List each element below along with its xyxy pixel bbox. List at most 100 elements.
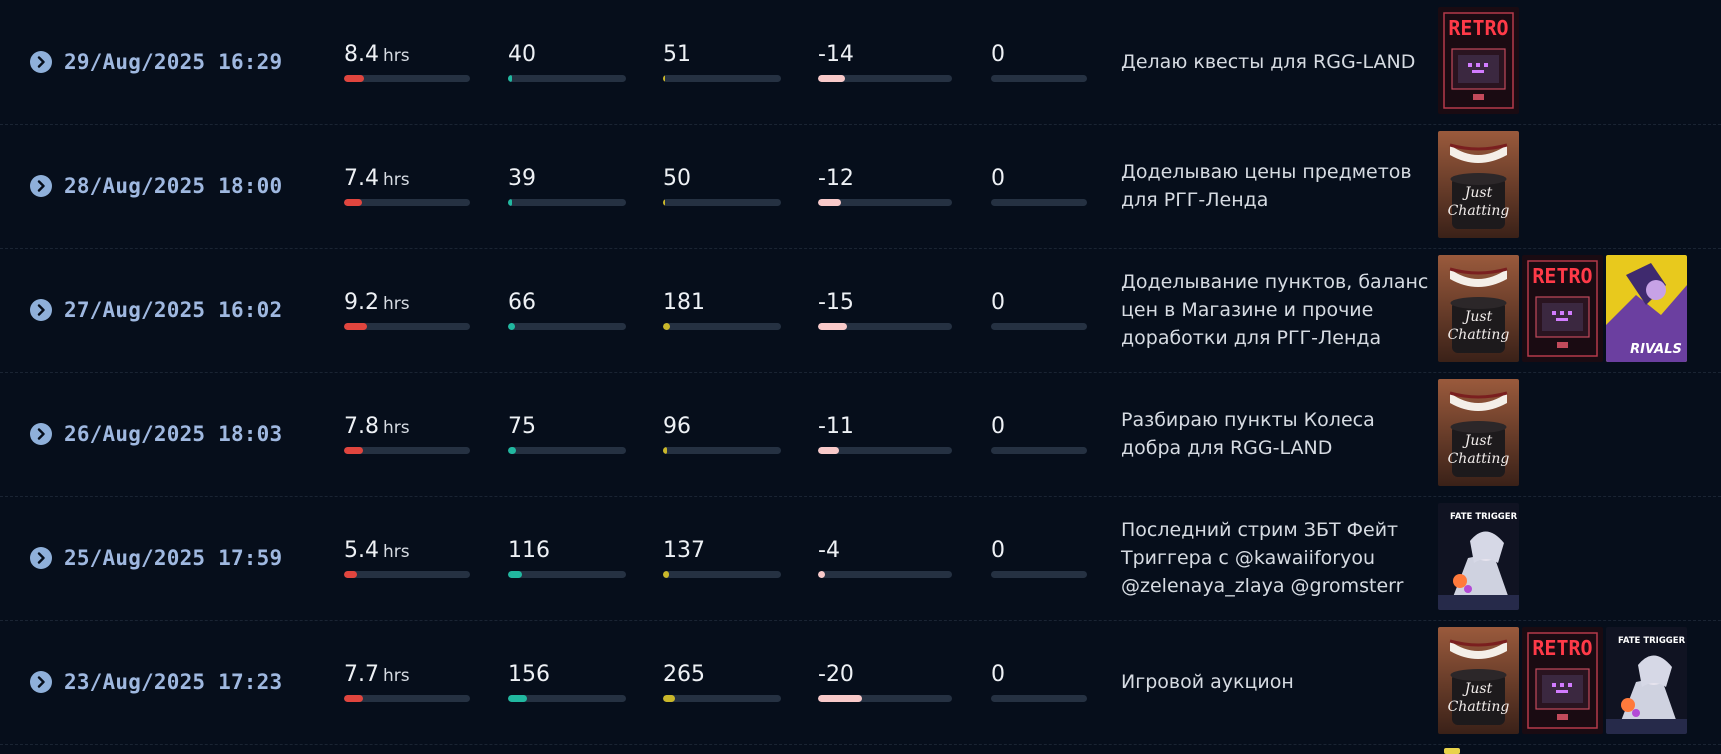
stream-row[interactable]: 28/Aug/2025 18:00 7.4 hrs 39 50 -12 0 Доделываю… xyxy=(0,124,1721,249)
svg-text:Just: Just xyxy=(1462,185,1493,201)
svg-text:RETRO: RETRO xyxy=(1532,264,1592,288)
peak-viewers-bar-fill xyxy=(663,447,667,454)
peak-viewers-value: 181 xyxy=(663,290,705,315)
stream-row[interactable]: 27/Aug/2025 16:02 9.2 hrs 66 181 -15 0 Доделыва… xyxy=(0,248,1721,373)
peak-viewers-bar xyxy=(663,75,781,82)
svg-text:Chatting: Chatting xyxy=(1448,699,1510,715)
followers-change-bar xyxy=(818,571,952,578)
followers-change-number: -4 xyxy=(818,538,840,563)
avg-viewers-bar xyxy=(508,447,626,454)
svg-text:Chatting: Chatting xyxy=(1448,451,1510,467)
hours-unit: hrs xyxy=(383,294,410,314)
chevron-right-icon[interactable] xyxy=(30,175,52,197)
duration-number: 8.4 xyxy=(344,42,379,67)
stream-date[interactable]: 25/Aug/2025 17:59 xyxy=(30,496,282,620)
avg-viewers-bar-fill xyxy=(508,695,527,702)
subs-number: 0 xyxy=(991,290,1005,315)
stream-title[interactable]: Разбираю пункты Колеса добра для RGG-LAN… xyxy=(1121,372,1436,496)
chevron-right-icon[interactable] xyxy=(30,51,52,73)
avg-viewers-number: 116 xyxy=(508,538,550,563)
peak-viewers-bar-fill xyxy=(663,75,666,82)
peak-viewers-bar xyxy=(663,447,781,454)
peak-viewers-number: 51 xyxy=(663,42,691,67)
chevron-right-icon[interactable] xyxy=(30,671,52,693)
followers-change-bar-fill xyxy=(818,75,845,82)
next-row-thumbnail-edge xyxy=(1444,748,1460,754)
game-thumbnails: FATE TRIGGER xyxy=(1438,503,1519,610)
game-thumbnails: RETRO xyxy=(1438,7,1519,114)
rivals-thumbnail-icon[interactable]: RIVALS xyxy=(1606,255,1687,362)
retro-thumbnail-icon[interactable]: RETRO xyxy=(1522,255,1603,362)
peak-viewers-bar xyxy=(663,571,781,578)
game-thumbnails: Just Chatting RETRO FATE TRIGGER xyxy=(1438,627,1687,734)
followers-change-value: -12 xyxy=(818,166,854,191)
hours-unit: hrs xyxy=(383,542,410,562)
just-chatting-thumbnail-icon[interactable]: Just Chatting xyxy=(1438,255,1519,362)
peak-viewers-bar xyxy=(663,323,781,330)
duration-bar-fill xyxy=(344,571,357,578)
stream-date[interactable]: 23/Aug/2025 17:23 xyxy=(30,620,282,744)
subs-bar xyxy=(991,323,1087,330)
stream-date[interactable]: 29/Aug/2025 16:29 xyxy=(30,0,282,124)
avg-viewers-bar-fill xyxy=(508,75,512,82)
stream-title[interactable]: Игровой аукцион xyxy=(1121,620,1436,744)
just-chatting-thumbnail-icon[interactable]: Just Chatting xyxy=(1438,627,1519,734)
duration-value: 8.4 hrs xyxy=(344,42,410,67)
followers-change-value: -15 xyxy=(818,290,854,315)
stream-title[interactable]: Последний стрим ЗБТ Фейт Триггера с @kaw… xyxy=(1121,496,1436,620)
stream-title[interactable]: Доделывание пунктов, баланс цен в Магази… xyxy=(1121,248,1436,372)
peak-viewers-value: 50 xyxy=(663,166,691,191)
chevron-right-icon[interactable] xyxy=(30,423,52,445)
stream-title[interactable]: Доделываю цены предметов для РГГ-Ленда xyxy=(1121,124,1436,248)
svg-text:FATE TRIGGER: FATE TRIGGER xyxy=(1618,636,1686,646)
stream-date-text: 25/Aug/2025 17:59 xyxy=(64,546,283,570)
followers-change-value: -4 xyxy=(818,538,840,563)
followers-change-bar xyxy=(818,695,952,702)
retro-thumbnail-icon[interactable]: RETRO xyxy=(1438,7,1519,114)
fate-trigger-thumbnail-icon[interactable]: FATE TRIGGER xyxy=(1606,627,1687,734)
duration-bar-fill xyxy=(344,75,365,82)
stream-date-text: 28/Aug/2025 18:00 xyxy=(64,174,283,198)
duration-bar-fill xyxy=(344,695,363,702)
game-thumbnails: Just Chatting xyxy=(1438,131,1519,238)
stream-row[interactable]: 29/Aug/2025 16:29 8.4 hrs 40 51 -14 0 Делаю кве… xyxy=(0,0,1721,125)
stream-date[interactable]: 26/Aug/2025 18:03 xyxy=(30,372,282,496)
peak-viewers-value: 265 xyxy=(663,662,705,687)
followers-change-number: -15 xyxy=(818,290,854,315)
chevron-right-icon[interactable] xyxy=(30,299,52,321)
followers-change-number: -12 xyxy=(818,166,854,191)
svg-text:Chatting: Chatting xyxy=(1448,327,1510,343)
avg-viewers-bar xyxy=(508,571,626,578)
avg-viewers-bar-fill xyxy=(508,199,512,206)
stream-title-text: Последний стрим ЗБТ Фейт Триггера с @kaw… xyxy=(1121,519,1404,597)
duration-value: 7.4 hrs xyxy=(344,166,410,191)
subs-bar xyxy=(991,447,1087,454)
avg-viewers-number: 66 xyxy=(508,290,536,315)
subs-value: 0 xyxy=(991,662,1005,687)
hours-unit: hrs xyxy=(383,666,410,686)
subs-number: 0 xyxy=(991,414,1005,439)
just-chatting-thumbnail-icon[interactable]: Just Chatting xyxy=(1438,131,1519,238)
duration-value: 7.7 hrs xyxy=(344,662,410,687)
subs-value: 0 xyxy=(991,290,1005,315)
followers-change-value: -14 xyxy=(818,42,854,67)
peak-viewers-value: 137 xyxy=(663,538,705,563)
fate-trigger-thumbnail-icon[interactable]: FATE TRIGGER xyxy=(1438,503,1519,610)
svg-text:RETRO: RETRO xyxy=(1532,636,1592,660)
stream-row[interactable]: 25/Aug/2025 17:59 5.4 hrs 116 137 -4 0 Последни… xyxy=(0,496,1721,621)
stream-date-text: 27/Aug/2025 16:02 xyxy=(64,298,283,322)
stream-row[interactable]: 26/Aug/2025 18:03 7.8 hrs 75 96 -11 0 Разбираю … xyxy=(0,372,1721,497)
avg-viewers-value: 116 xyxy=(508,538,550,563)
just-chatting-thumbnail-icon[interactable]: Just Chatting xyxy=(1438,379,1519,486)
avg-viewers-bar-fill xyxy=(508,571,523,578)
duration-number: 9.2 xyxy=(344,290,379,315)
stream-row[interactable]: 23/Aug/2025 17:23 7.7 hrs 156 265 -20 0 Игровой… xyxy=(0,620,1721,745)
stream-date[interactable]: 28/Aug/2025 18:00 xyxy=(30,124,282,248)
stream-date[interactable]: 27/Aug/2025 16:02 xyxy=(30,248,282,372)
retro-thumbnail-icon[interactable]: RETRO xyxy=(1522,627,1603,734)
chevron-right-icon[interactable] xyxy=(30,547,52,569)
duration-number: 7.8 xyxy=(344,414,379,439)
stream-title[interactable]: Делаю квесты для RGG-LAND xyxy=(1121,0,1436,124)
game-thumbnails: Just Chatting xyxy=(1438,379,1519,486)
followers-change-bar xyxy=(818,323,952,330)
